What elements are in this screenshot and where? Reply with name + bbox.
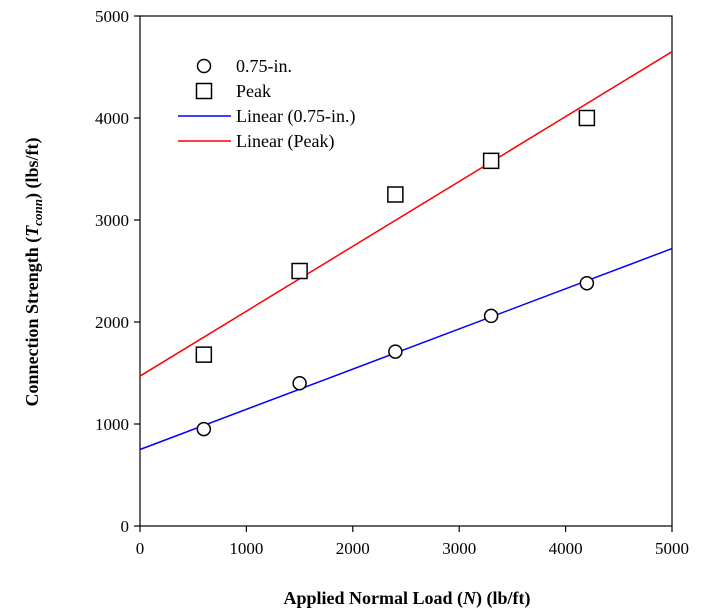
data-point-peak [195,346,213,363]
data-point-peak [482,152,500,170]
legend: 0.75-in. Peak Linear (0.75-in.) Linear (Pea… [178,56,355,152]
y-tick-label: 1000 [95,415,129,434]
data-point-075 [292,375,307,391]
x-tick-label: 1000 [229,539,263,558]
legend-symbol-square [195,82,213,100]
trendline-peak [139,51,673,377]
data-point-075 [196,421,212,437]
data-point-peak [578,109,596,127]
y-tick-label: 3000 [95,211,129,230]
x-tick-label: 3000 [442,539,476,558]
legend-label: Peak [236,81,271,101]
x-tick-label: 2000 [336,539,370,558]
data-point-075 [483,308,499,324]
legend-label: Linear (Peak) [236,131,334,152]
plot-frame [139,15,673,527]
data-point-075 [388,344,403,359]
y-tick-label: 5000 [95,7,129,26]
legend-label: 0.75-in. [236,56,292,76]
axis-ticks: 0 1000 2000 3000 4000 5000 0 1000 2000 3000 4000 50… [95,7,689,558]
data-point-peak [291,262,308,280]
y-tick-label: 0 [121,517,130,536]
y-tick-label: 2000 [95,313,129,332]
chart-marks [139,51,673,451]
x-axis-title: Applied Normal Load (N) (lb/ft) [283,588,530,609]
x-tick-label: 5000 [655,539,689,558]
legend-symbol-circle [196,58,212,74]
plot-area [139,15,673,527]
data-point-075 [579,275,595,291]
y-axis-title: Connection Strength (Tconn) (lbs/ft) [22,138,45,407]
y-tick-label: 4000 [95,109,129,128]
data-point-peak [387,186,404,203]
legend-label: Linear (0.75-in.) [236,106,355,127]
x-tick-label: 0 [136,539,145,558]
x-tick-label: 4000 [549,539,583,558]
